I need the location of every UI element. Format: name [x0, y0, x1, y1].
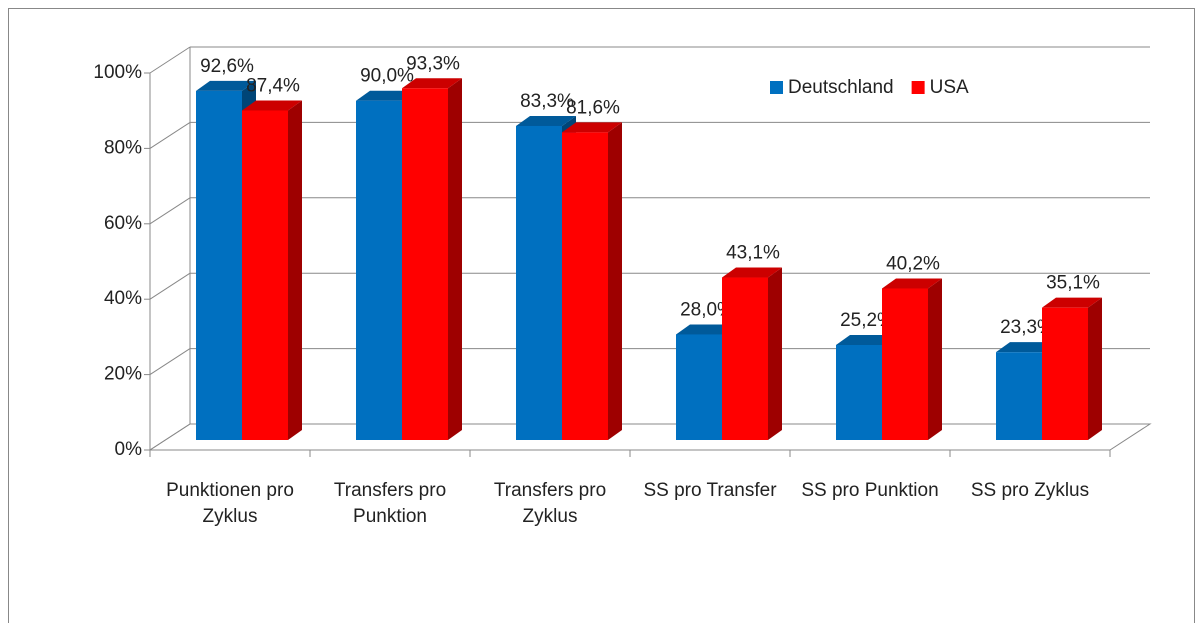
bar-front — [196, 90, 242, 440]
x-tick-label-box: SS pro Transfer — [643, 480, 777, 501]
bar — [722, 267, 782, 440]
data-label: 83,3% — [520, 91, 574, 112]
data-label: 35,1% — [1046, 273, 1100, 294]
bar-side — [1088, 297, 1102, 440]
bar — [1042, 297, 1102, 440]
x-tick-label: Punktionen pro Zyklus — [166, 480, 294, 527]
bar-top — [402, 78, 462, 89]
bar — [562, 122, 622, 441]
y-tick-label: 60% — [104, 213, 142, 234]
bar-top — [356, 90, 416, 101]
legend-swatch — [911, 81, 925, 94]
bar-top — [516, 115, 576, 126]
x-tick-label: Transfers pro Zyklus — [493, 480, 607, 527]
grid-line-side — [149, 46, 191, 74]
bar-front — [836, 344, 882, 440]
bar-side — [608, 122, 622, 441]
bar-top — [996, 342, 1056, 353]
bar — [882, 278, 942, 440]
x-tick-label-box: Transfers pro Punktion — [333, 480, 447, 527]
bar-front — [882, 288, 928, 440]
bar-front — [1042, 307, 1088, 440]
y-tick-label: 0% — [115, 439, 143, 460]
x-tick-label-box: SS pro Punktion — [801, 480, 939, 501]
bar — [402, 78, 462, 440]
x-tick-label: SS pro Zyklus — [970, 480, 1090, 501]
bar-top — [242, 100, 302, 111]
legend-swatch — [770, 81, 783, 94]
bar-top — [562, 122, 622, 133]
bar-front — [242, 110, 288, 440]
bar-top — [836, 334, 896, 345]
y-tick-label: 100% — [93, 62, 142, 83]
grid-line-side — [149, 197, 191, 225]
legend-label: USA — [930, 77, 969, 98]
bar-front — [676, 334, 722, 440]
bar-front — [356, 100, 402, 440]
data-label: 87,4% — [246, 76, 300, 97]
y-tick-label: 40% — [104, 288, 142, 309]
bar-front — [996, 352, 1042, 440]
x-tick-label-box: Transfers pro Zyklus — [493, 480, 607, 527]
grid-line-side — [149, 423, 191, 451]
bar — [242, 100, 302, 440]
bar-side — [288, 100, 302, 440]
data-label: 92,6% — [200, 56, 254, 77]
y-tick-label: 20% — [104, 364, 142, 385]
bar-top — [722, 267, 782, 278]
bar-top — [196, 80, 256, 91]
legend-label: Deutschland — [788, 77, 894, 98]
data-label: 81,6% — [566, 97, 620, 118]
bar-side — [768, 267, 782, 440]
data-label: 90,0% — [360, 66, 414, 87]
grid-line-side — [149, 272, 191, 300]
data-label: 23,3% — [1000, 317, 1054, 338]
bar-front — [562, 132, 608, 441]
x-tick-label-box: SS pro Zyklus — [970, 480, 1090, 501]
x-tick-label: SS pro Transfer — [643, 480, 777, 501]
grid-line-side — [149, 348, 191, 376]
bar-front — [402, 88, 448, 440]
data-label: 40,2% — [886, 253, 940, 274]
grid-line-side — [149, 121, 191, 149]
bar-side — [928, 278, 942, 440]
bar-side — [448, 78, 462, 440]
x-tick-label: Transfers pro Punktion — [333, 480, 447, 527]
data-label: 43,1% — [726, 243, 780, 264]
data-label: 28,0% — [680, 299, 734, 320]
bar-front — [722, 277, 768, 440]
bar-top — [676, 324, 736, 335]
data-label: 93,3% — [406, 53, 460, 74]
y-tick-label: 80% — [104, 137, 142, 158]
data-label: 25,2% — [840, 310, 894, 331]
bar-top — [882, 278, 942, 289]
bar-front — [516, 125, 562, 441]
x-tick-label-box: Punktionen pro Zyklus — [166, 480, 294, 527]
bar-top — [1042, 297, 1102, 308]
x-tick-label: SS pro Punktion — [801, 480, 939, 501]
